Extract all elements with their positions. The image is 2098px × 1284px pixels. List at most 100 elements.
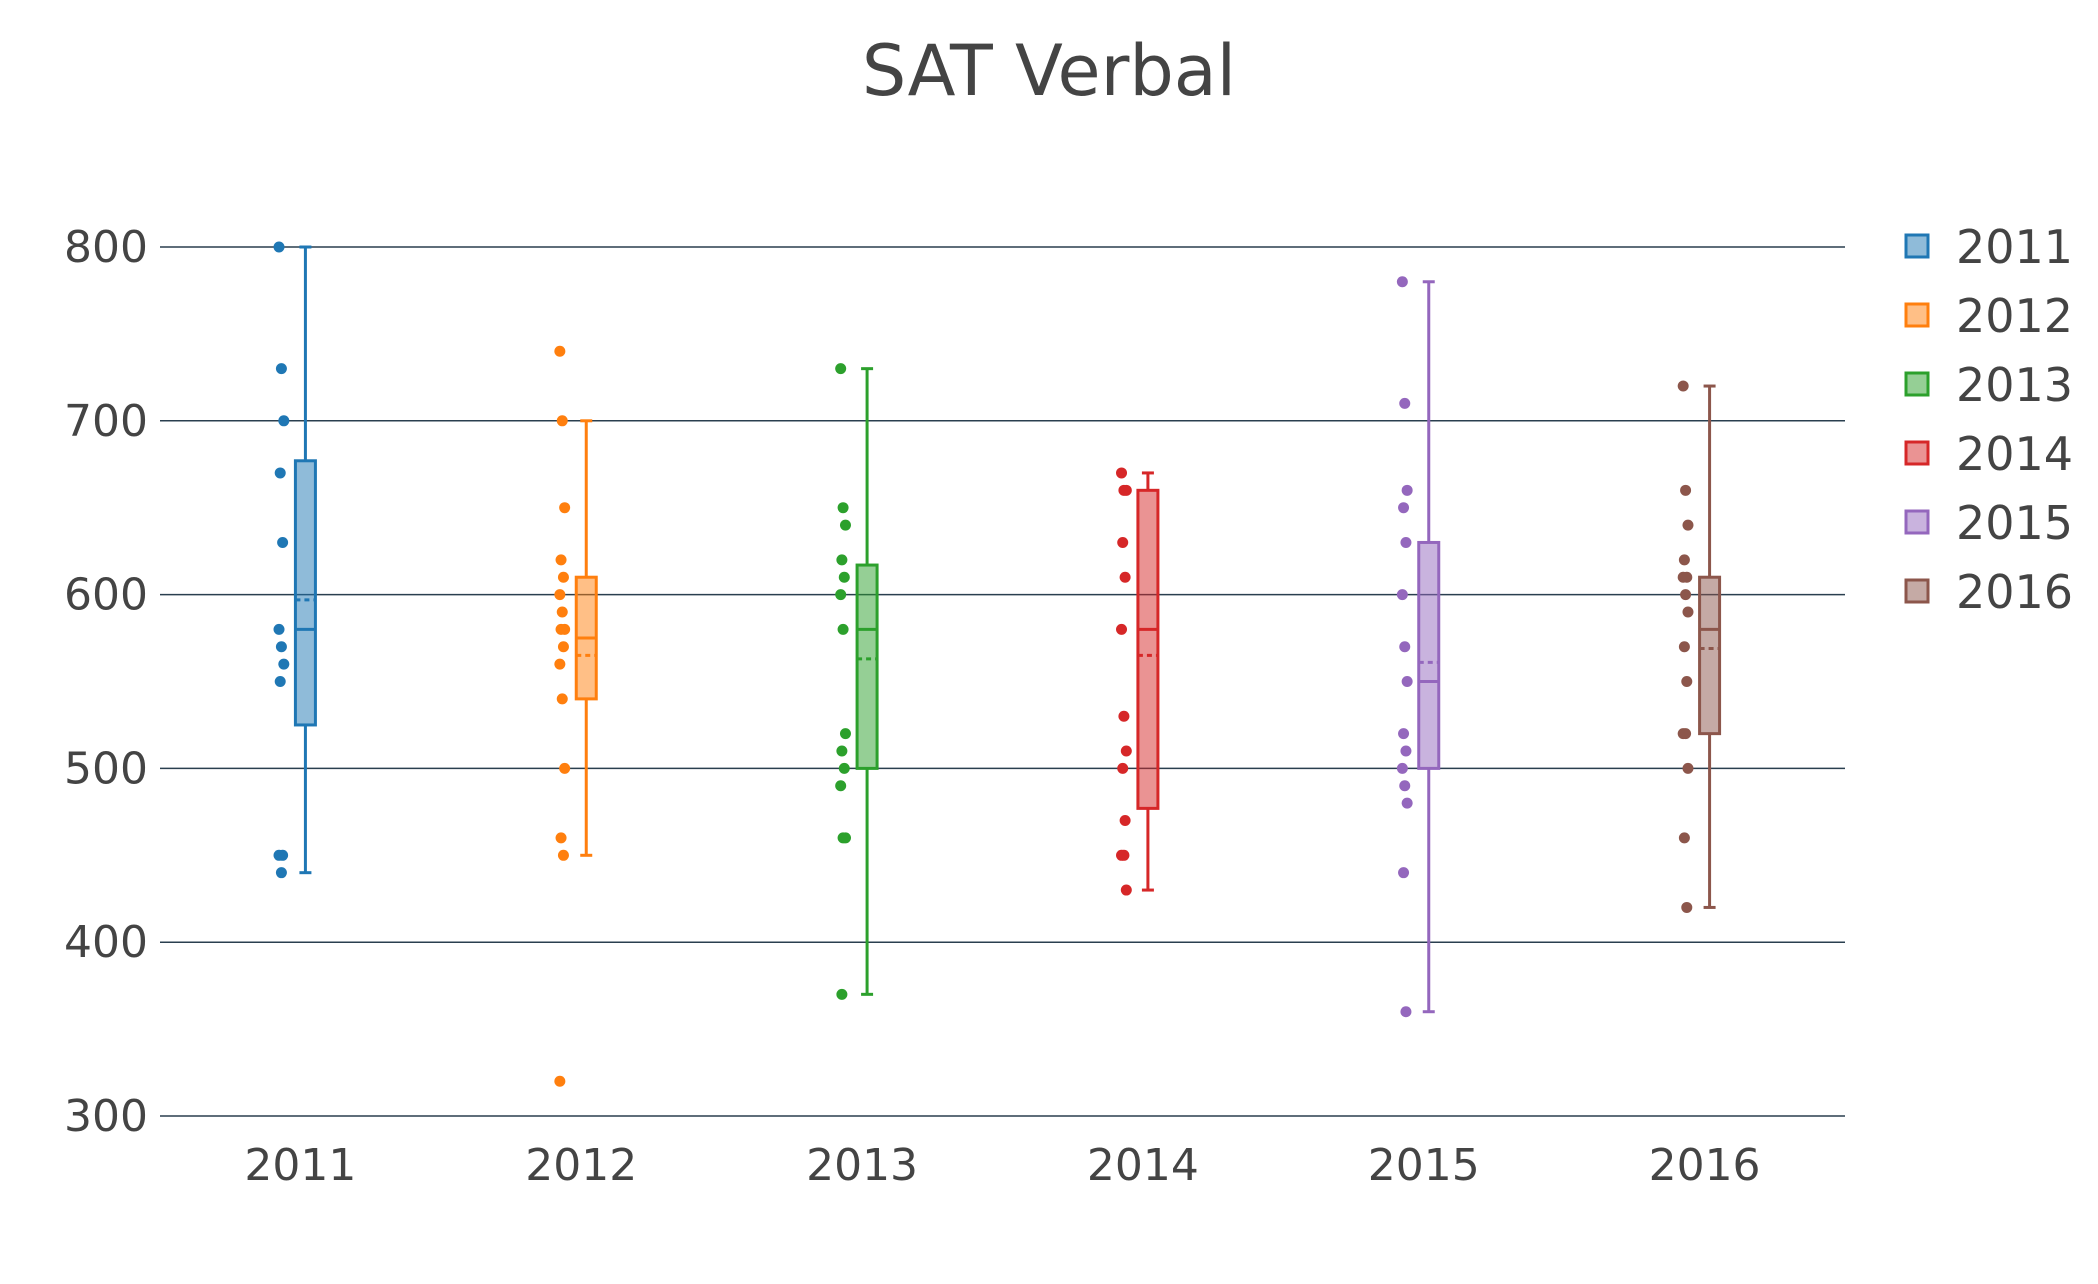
data-point bbox=[839, 832, 851, 844]
y-tick-label: 600 bbox=[64, 570, 148, 621]
data-point bbox=[837, 623, 849, 635]
data-point bbox=[836, 554, 848, 566]
data-point bbox=[557, 641, 569, 653]
data-point bbox=[1117, 536, 1129, 548]
points-series-2014 bbox=[1116, 467, 1132, 896]
points-series-2012 bbox=[554, 345, 571, 1087]
points-series-2016 bbox=[1677, 380, 1694, 913]
data-point bbox=[1680, 484, 1692, 496]
legend-label: 2013 bbox=[1956, 358, 2073, 412]
data-point bbox=[556, 693, 568, 705]
data-point bbox=[1678, 554, 1690, 566]
data-point bbox=[1681, 901, 1693, 913]
data-point bbox=[839, 728, 851, 740]
data-point bbox=[836, 745, 848, 757]
legend-item-2011[interactable]: 2011 bbox=[1904, 220, 2073, 274]
legend-item-2016[interactable]: 2016 bbox=[1904, 565, 2073, 619]
legend-item-2013[interactable]: 2013 bbox=[1904, 358, 2073, 412]
legend-item-2014[interactable]: 2014 bbox=[1904, 427, 2073, 481]
data-point bbox=[1399, 641, 1411, 653]
data-point bbox=[274, 467, 286, 479]
box-iqr bbox=[1136, 488, 1160, 810]
legend-label: 2014 bbox=[1956, 427, 2073, 481]
data-point bbox=[275, 363, 287, 375]
data-point bbox=[555, 623, 567, 635]
data-point bbox=[836, 988, 848, 1000]
data-point bbox=[1116, 623, 1128, 635]
data-point bbox=[1396, 276, 1408, 288]
x-tick-label: 2012 bbox=[525, 1140, 637, 1191]
data-point bbox=[838, 571, 850, 583]
data-point bbox=[1118, 849, 1130, 861]
box-series-2014 bbox=[1136, 471, 1160, 892]
data-point bbox=[278, 415, 290, 427]
data-point bbox=[556, 606, 568, 618]
data-point bbox=[1678, 832, 1690, 844]
box-layer bbox=[293, 245, 1722, 1014]
legend-item-2012[interactable]: 2012 bbox=[1904, 289, 2073, 343]
chart-title: SAT Verbal bbox=[861, 30, 1237, 112]
data-point bbox=[1401, 797, 1413, 809]
legend-label: 2012 bbox=[1956, 289, 2073, 343]
data-point bbox=[1682, 762, 1694, 774]
data-point bbox=[1399, 397, 1411, 409]
y-tick-label: 800 bbox=[64, 222, 148, 273]
data-point bbox=[275, 867, 287, 879]
grid-layer bbox=[160, 246, 1845, 1117]
box-series-2013 bbox=[855, 367, 879, 996]
y-tick-label: 300 bbox=[64, 1091, 148, 1142]
data-point bbox=[1116, 467, 1128, 479]
data-point bbox=[1680, 728, 1692, 740]
data-point bbox=[1400, 536, 1412, 548]
x-tick-label: 2013 bbox=[806, 1140, 918, 1191]
data-point bbox=[277, 536, 289, 548]
data-point bbox=[837, 502, 849, 514]
data-point bbox=[1120, 884, 1132, 896]
data-point bbox=[556, 415, 568, 427]
legend-swatch bbox=[1904, 302, 1930, 328]
box-iqr bbox=[855, 563, 879, 770]
data-point bbox=[1682, 606, 1694, 618]
x-axis: 2011 2012 2013 2014 2015 2016 bbox=[244, 1140, 1760, 1191]
data-point bbox=[839, 519, 851, 531]
legend-swatch bbox=[1904, 371, 1930, 397]
data-point bbox=[557, 849, 569, 861]
data-point bbox=[1681, 676, 1693, 687]
data-point bbox=[559, 762, 571, 774]
data-point bbox=[835, 780, 847, 792]
box-iqr bbox=[293, 459, 317, 727]
points-series-2015 bbox=[1396, 276, 1413, 1018]
legend-swatch bbox=[1904, 440, 1930, 466]
x-tick-label: 2015 bbox=[1368, 1140, 1480, 1191]
box-series-2015 bbox=[1417, 280, 1441, 1014]
data-point bbox=[1118, 710, 1130, 722]
data-point bbox=[555, 554, 567, 566]
points-series-2013 bbox=[835, 363, 851, 1000]
data-point bbox=[1398, 728, 1410, 740]
y-axis: 300 400 500 600 700 800 bbox=[64, 222, 148, 1142]
data-point bbox=[557, 571, 569, 583]
legend-item-2015[interactable]: 2015 bbox=[1904, 496, 2073, 550]
data-point bbox=[835, 363, 847, 375]
data-point bbox=[838, 762, 850, 774]
data-point bbox=[273, 241, 285, 253]
legend-label: 2011 bbox=[1956, 220, 2073, 274]
data-point bbox=[1399, 780, 1411, 792]
legend-swatch bbox=[1904, 509, 1930, 535]
data-point bbox=[275, 641, 287, 653]
box-series-2016 bbox=[1698, 384, 1722, 909]
x-tick-label: 2016 bbox=[1649, 1140, 1761, 1191]
data-point bbox=[1396, 589, 1408, 601]
data-point bbox=[1680, 589, 1692, 601]
data-point bbox=[1120, 484, 1132, 496]
data-point bbox=[559, 502, 571, 514]
box-series-2011 bbox=[293, 245, 317, 875]
data-point bbox=[1677, 571, 1689, 583]
data-point bbox=[1682, 519, 1694, 531]
legend[interactable]: 2011 2012 2013 2014 2015 2016 bbox=[1904, 220, 2073, 619]
data-point bbox=[273, 623, 285, 635]
data-point bbox=[274, 676, 286, 687]
points-layer bbox=[273, 241, 1694, 1087]
